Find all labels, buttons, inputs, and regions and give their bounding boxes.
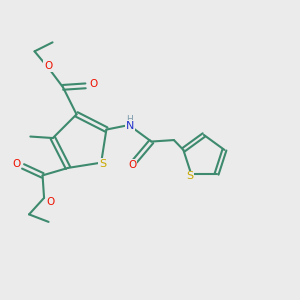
Text: O: O xyxy=(128,160,136,170)
Text: S: S xyxy=(99,159,106,169)
Text: O: O xyxy=(46,197,55,207)
Text: S: S xyxy=(186,171,194,182)
Text: O: O xyxy=(89,80,98,89)
Text: O: O xyxy=(44,61,52,71)
Text: N: N xyxy=(126,121,134,131)
Text: O: O xyxy=(12,159,21,169)
Text: H: H xyxy=(126,115,133,124)
